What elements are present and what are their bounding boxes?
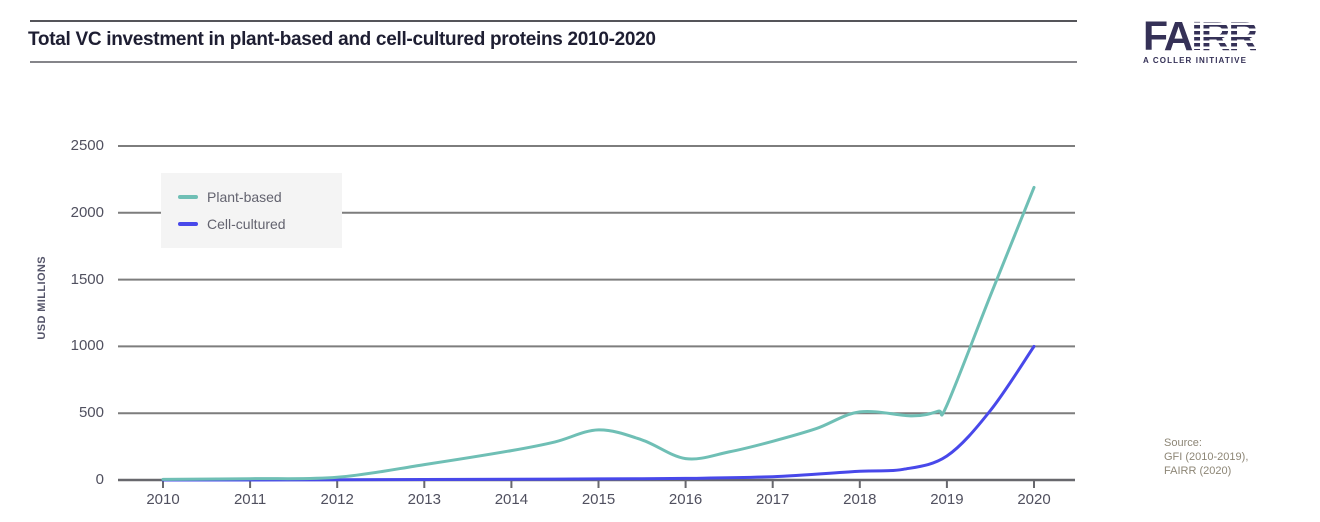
legend-label: Cell-cultured <box>207 216 286 232</box>
legend-swatch <box>178 195 198 199</box>
x-tick-label-2014: 2014 <box>494 491 529 508</box>
page-title: Total VC investment in plant-based and c… <box>28 29 656 50</box>
y-tick-label-1000: 1000 <box>70 337 104 355</box>
x-tick-label-2010: 2010 <box>146 491 180 508</box>
x-tick-label-2016: 2016 <box>668 491 703 508</box>
fairr-wordmark: FAIRR <box>1143 16 1293 57</box>
x-tick-label-2019: 2019 <box>930 491 964 508</box>
source-note-line: FAIRR (2020) <box>1164 465 1232 477</box>
x-tick-label-2013: 2013 <box>407 491 441 508</box>
x-tick-label-2020: 2020 <box>1017 491 1051 508</box>
x-tick-label-2015: 2015 <box>581 491 616 508</box>
source-note-line: Source: <box>1164 437 1202 449</box>
y-tick-label-2500: 2500 <box>70 137 104 154</box>
fairr-tagline: A COLLER INITIATIVE <box>1143 56 1248 65</box>
fairr-wordmark-solid: FA <box>1143 13 1193 59</box>
x-tick-label-2018: 2018 <box>843 491 877 508</box>
source-note-line: GFI (2010-2019), <box>1164 451 1249 463</box>
fairr-logo: FAIRR A COLLER INITIATIVE <box>1143 16 1293 66</box>
y-tick-label-500: 500 <box>78 404 104 422</box>
x-tick-label-2011: 2011 <box>233 491 267 508</box>
series-lines <box>161 185 1036 482</box>
y-axis-title: USD MILLIONS <box>36 256 48 340</box>
legend-label: Plant-based <box>207 189 282 205</box>
source-note: Source: GFI (2010-2019), FAIRR (2020) <box>1164 436 1248 478</box>
header-bottom-rule <box>30 61 1077 63</box>
y-tick-label-0: 0 <box>95 471 104 488</box>
header-top-rule <box>30 20 1077 22</box>
x-tick-label-2017: 2017 <box>756 491 790 508</box>
fairr-wordmark-striped: IRR <box>1191 13 1258 59</box>
cell-cultured-line <box>161 344 1036 482</box>
y-tick-label-1500: 1500 <box>70 270 104 288</box>
legend: Plant-based Cell-cultured <box>161 173 342 248</box>
x-axis-ticks <box>162 480 1035 488</box>
legend-item-cell-cultured: Cell-cultured <box>178 216 342 232</box>
x-tick-label-2012: 2012 <box>320 491 354 508</box>
legend-item-plant-based: Plant-based <box>178 189 342 205</box>
plant-based-line <box>161 185 1036 481</box>
y-tick-label-2000: 2000 <box>70 203 104 221</box>
legend-swatch <box>178 222 198 226</box>
